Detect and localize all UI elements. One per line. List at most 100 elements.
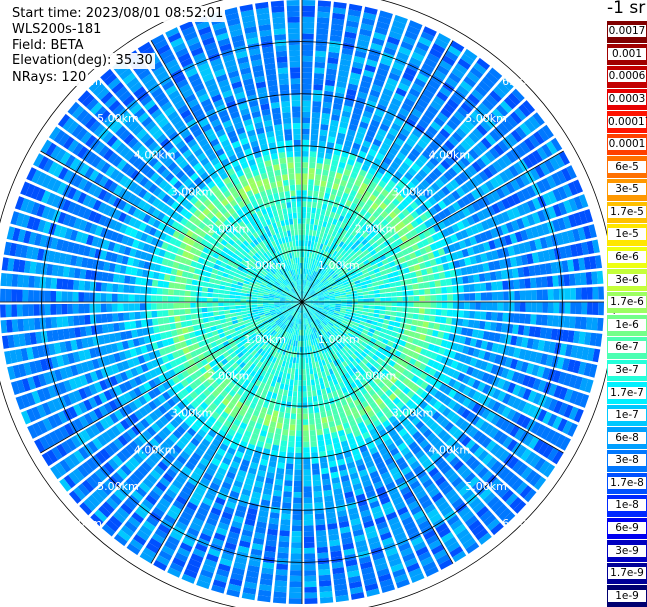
- ppi-gate-cell: [325, 438, 333, 446]
- ppi-gate-cell: [501, 489, 514, 502]
- ppi-gate-cell: [502, 436, 513, 449]
- ppi-gate-cell: [212, 293, 219, 298]
- ppi-gate-cell: [415, 369, 424, 378]
- ppi-gate-cell: [312, 295, 318, 298]
- ppi-gate-cell: [546, 175, 557, 189]
- ppi-gate-cell: [515, 360, 524, 372]
- ppi-gate-cell: [470, 414, 481, 426]
- ppi-gate-cell: [523, 137, 536, 151]
- ppi-gate-cell: [437, 248, 446, 256]
- ppi-gate-cell: [283, 366, 288, 374]
- ppi-gate-cell: [434, 38, 449, 49]
- ppi-gate-cell: [190, 285, 197, 291]
- ppi-gate-cell: [334, 291, 341, 295]
- ppi-gate-cell: [525, 302, 532, 313]
- ppi-gate-cell: [316, 162, 323, 170]
- ppi-gate-cell: [168, 282, 175, 289]
- ppi-gate-cell: [394, 246, 402, 253]
- ppi-gate-cell: [306, 294, 311, 299]
- ppi-gate-cell: [465, 411, 476, 423]
- ppi-gate-cell: [472, 128, 484, 140]
- ppi-gate-cell: [167, 289, 174, 296]
- ppi-gate-cell: [314, 179, 321, 186]
- ppi-gate-cell: [315, 423, 322, 430]
- ppi-gate-cell: [251, 294, 258, 298]
- ppi-gate-cell: [282, 372, 287, 379]
- ppi-gate-cell: [575, 287, 582, 300]
- ppi-gate-cell: [304, 251, 307, 258]
- ppi-gate-cell: [327, 240, 332, 247]
- ppi-gate-cell: [312, 277, 316, 283]
- ppi-gate-cell: [513, 500, 527, 514]
- ppi-gate-cell: [257, 297, 264, 300]
- ppi-gate-cell: [358, 252, 365, 259]
- ppi-gate-cell: [484, 150, 496, 163]
- ppi-gate-cell: [505, 181, 516, 194]
- ppi-gate-cell: [316, 208, 321, 215]
- ppi-gate-cell: [569, 316, 576, 329]
- ppi-gate-cell: [345, 212, 352, 220]
- ppi-gate-cell: [311, 294, 318, 298]
- ppi-gate-cell: [288, 441, 295, 448]
- ppi-gate-cell: [268, 303, 275, 306]
- ppi-gate-cell: [302, 195, 307, 202]
- ppi-gate-cell: [394, 321, 401, 328]
- ppi-gate-cell: [449, 178, 460, 189]
- ppi-gate-cell: [533, 439, 545, 453]
- ppi-gate-cell: [158, 325, 166, 333]
- ppi-gate-cell: [320, 285, 326, 290]
- ppi-gate-cell: [390, 189, 399, 198]
- ppi-gate-cell: [484, 424, 495, 436]
- ppi-gate-cell: [419, 222, 428, 232]
- ppi-gate-cell: [497, 140, 509, 153]
- ppi-gate-cell: [566, 165, 577, 180]
- ppi-gate-cell: [468, 427, 479, 438]
- ppi-gate-cell: [156, 295, 163, 302]
- ppi-gate-cell: [515, 126, 527, 140]
- ppi-gate-cell: [335, 268, 341, 274]
- ppi-gate-cell: [437, 444, 449, 455]
- ppi-gate-cell: [196, 286, 203, 292]
- ppi-gate-cell: [374, 246, 382, 253]
- ppi-gate-cell: [328, 291, 335, 295]
- ppi-gate-cell: [287, 396, 292, 403]
- ppi-gate-cell: [291, 525, 302, 532]
- ppi-gate-cell: [509, 496, 523, 510]
- ppi-gate-cell: [400, 404, 409, 414]
- ppi-gate-cell: [322, 107, 331, 114]
- ppi-gate-cell: [303, 441, 310, 448]
- ppi-gate-cell: [511, 193, 521, 205]
- ppi-gate-cell: [317, 0, 332, 7]
- ppi-gate-cell: [491, 312, 498, 321]
- ppi-gate-cell: [557, 202, 568, 216]
- ppi-gate-cell: [427, 105, 439, 116]
- ppi-gate-cell: [489, 177, 500, 189]
- ppi-gate-cell: [364, 105, 375, 114]
- ppi-gate-cell: [440, 339, 448, 348]
- ppi-gate-cell: [302, 100, 311, 107]
- ppi-gate-cell: [277, 552, 289, 559]
- ppi-gate-cell: [476, 405, 486, 417]
- ppi-gate-cell: [485, 411, 496, 423]
- ppi-gate-cell: [384, 206, 393, 215]
- ppi-gate-cell: [311, 123, 320, 130]
- ppi-gate-cell: [558, 386, 568, 401]
- ppi-gate-cell: [240, 308, 247, 312]
- ppi-gate-cell: [456, 276, 464, 285]
- ppi-gate-cell: [420, 381, 429, 390]
- ppi-gate-cell: [439, 86, 452, 98]
- ppi-gate-cell: [474, 283, 481, 292]
- ppi-gate-cell: [328, 261, 334, 267]
- ppi-gate-cell: [424, 295, 431, 301]
- ppi-gate-cell: [519, 302, 526, 312]
- ppi-gate-cell: [422, 356, 430, 365]
- ppi-gate-cell: [491, 291, 498, 301]
- ppi-gate-cell: [427, 359, 435, 367]
- ppi-gate-cell: [350, 243, 357, 251]
- ppi-gate-cell: [320, 226, 326, 233]
- ppi-gate-cell: [396, 333, 404, 340]
- ppi-gate-cell: [168, 309, 175, 316]
- ppi-gate-cell: [306, 280, 309, 286]
- ppi-gate-cell: [425, 160, 436, 171]
- ppi-gate-cell: [262, 298, 269, 301]
